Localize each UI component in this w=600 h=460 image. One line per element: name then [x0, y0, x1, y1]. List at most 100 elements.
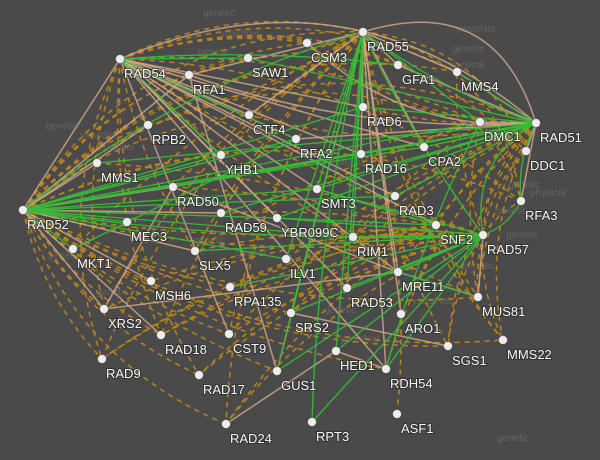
edge-RAD57-RAD53-green-solid	[346, 234, 484, 289]
node-RAD53[interactable]	[342, 283, 352, 293]
node-RDH54[interactable]	[381, 364, 391, 374]
node-DDC1[interactable]	[521, 146, 531, 156]
node-RAD55[interactable]	[358, 27, 368, 37]
node-RAD57[interactable]	[478, 230, 488, 240]
node-RAD50[interactable]	[168, 182, 178, 192]
node-RAD17[interactable]	[194, 370, 204, 380]
edge-DMC1-RFA3-orange-dashed	[479, 121, 522, 202]
node-MRE11[interactable]	[393, 267, 403, 277]
edge-RAD57-RFA3-green-solid	[482, 200, 522, 236]
node-SGS1[interactable]	[443, 341, 453, 351]
edge-SNF2-YBR099C-green-solid	[276, 217, 437, 226]
node-CSM3[interactable]	[302, 38, 312, 48]
node-SRS2[interactable]	[286, 308, 296, 318]
edge-RAD52-RAD24-orange-dashed	[22, 209, 227, 425]
node-MEC3[interactable]	[122, 217, 132, 227]
node-MMS1[interactable]	[92, 158, 102, 168]
node-DMC1[interactable]	[475, 117, 485, 127]
node-MSH6[interactable]	[146, 276, 156, 286]
edge-RAD55-RAD59-orange-dashed	[220, 31, 364, 214]
node-MMS22[interactable]	[498, 335, 508, 345]
node-RPA135[interactable]	[225, 282, 235, 292]
edge-RAD52-XRS2-salmon-solid	[22, 209, 105, 310]
node-RFA1[interactable]	[184, 70, 194, 80]
node-ASF1[interactable]	[392, 409, 402, 419]
edge-RAD57-MMS1-orange-dashed	[96, 162, 484, 236]
edge-DMC1-RDH54-green-solid	[385, 121, 481, 370]
watermark-label: genetic	[506, 230, 538, 241]
edge-RAD52-RFA3-orange-dashed	[22, 149, 522, 211]
node-XRS2[interactable]	[99, 304, 109, 314]
edge-RAD51-ILV1-orange-dashed	[285, 122, 537, 260]
edge-RAD54-CPA2-salmon-solid	[119, 58, 425, 148]
node-SLX5[interactable]	[190, 246, 200, 256]
node-CST9[interactable]	[224, 329, 234, 339]
node-HED1[interactable]	[331, 346, 341, 356]
node-YHB1[interactable]	[216, 150, 226, 160]
edge-MKT1-RFA2-green-solid	[72, 138, 297, 250]
node-RAD51[interactable]	[531, 118, 541, 128]
edge-RAD54-RAD17-orange-dashed	[118, 58, 200, 376]
node-RFA2[interactable]	[291, 134, 301, 144]
edge-RAD51-RAD50-green-solid	[172, 122, 537, 188]
node-label-SRS2: SRS2	[295, 320, 329, 335]
edge-RAD51-SRS2-orange-dashed	[290, 122, 537, 314]
edge-RAD57-RPA135-green-solid	[229, 234, 484, 288]
edge-RAD51-MRE11-orange-dashed	[397, 122, 537, 273]
node-RAD16[interactable]	[356, 149, 366, 159]
node-RAD54[interactable]	[115, 54, 125, 64]
edge-RAD52-RAD57-green-solid	[22, 209, 484, 239]
node-RIM1[interactable]	[348, 232, 358, 242]
node-RAD24[interactable]	[221, 419, 231, 429]
node-MUS81[interactable]	[473, 292, 483, 302]
edge-RAD51-RIM1-orange-dashed	[352, 122, 537, 238]
node-ARO1[interactable]	[396, 309, 406, 319]
node-RAD9[interactable]	[97, 354, 107, 364]
edge-GUS1-RFA1-salmon-solid	[188, 74, 278, 372]
edge-RAD55-RDH54-salmon-solid	[362, 31, 387, 370]
node-GUS1[interactable]	[272, 366, 282, 376]
node-RAD18[interactable]	[156, 330, 166, 340]
node-MMS4[interactable]	[452, 67, 462, 77]
edge-MUS81-MRE11-green-solid	[397, 271, 479, 298]
node-label-ARO1: ARO1	[405, 321, 440, 336]
node-label-RPT3: RPT3	[316, 429, 349, 444]
node-label-ASF1: ASF1	[401, 421, 434, 436]
node-CTF4[interactable]	[244, 110, 254, 120]
edge-RAD57-MSH6-orange-dashed	[150, 232, 484, 282]
edge-RAD57-SLX5-green-solid	[194, 234, 484, 252]
edge-RAD52-RPB2-salmon-solid	[22, 124, 149, 211]
node-SNF2[interactable]	[431, 220, 441, 230]
node-GFA1[interactable]	[393, 60, 403, 70]
edge-RAD51-CST9-orange-dashed	[228, 122, 537, 335]
node-RAD52[interactable]	[18, 205, 28, 215]
node-label-RAD18: RAD18	[165, 342, 207, 357]
node-label-DDC1: DDC1	[530, 158, 565, 173]
node-CPA2[interactable]	[419, 142, 429, 152]
edge-RAD55-MMS4-salmon-solid	[362, 31, 458, 73]
edge-SGS1-SRS2-salmon-solid	[290, 312, 449, 347]
watermark-label: yeastNet	[80, 130, 120, 141]
node-RAD6[interactable]	[358, 102, 368, 112]
node-SAW1[interactable]	[243, 53, 253, 63]
node-layer	[18, 27, 541, 429]
node-label-GFA1: GFA1	[402, 72, 435, 87]
node-RAD3[interactable]	[390, 191, 400, 201]
node-RPB2[interactable]	[143, 120, 153, 130]
edge-SNF2-RAD24-orange-dashed	[225, 224, 437, 425]
node-label-RFA3: RFA3	[525, 208, 558, 223]
edge-RAD54-RFA3-orange-dashed	[119, 58, 522, 202]
edge-RAD54-SMT3-salmon-solid	[119, 58, 318, 190]
node-label-SAW1: SAW1	[252, 65, 288, 80]
node-YBR099C[interactable]	[272, 213, 282, 223]
node-SMT3[interactable]	[312, 184, 322, 194]
node-RPT3[interactable]	[307, 417, 317, 427]
edge-RAD55-SLX5-orange-dashed	[194, 31, 364, 252]
node-ILV1[interactable]	[281, 254, 291, 264]
node-RFA3[interactable]	[516, 196, 526, 206]
node-label-GUS1: GUS1	[281, 378, 316, 393]
node-RAD59[interactable]	[216, 208, 226, 218]
node-MKT1[interactable]	[68, 244, 78, 254]
